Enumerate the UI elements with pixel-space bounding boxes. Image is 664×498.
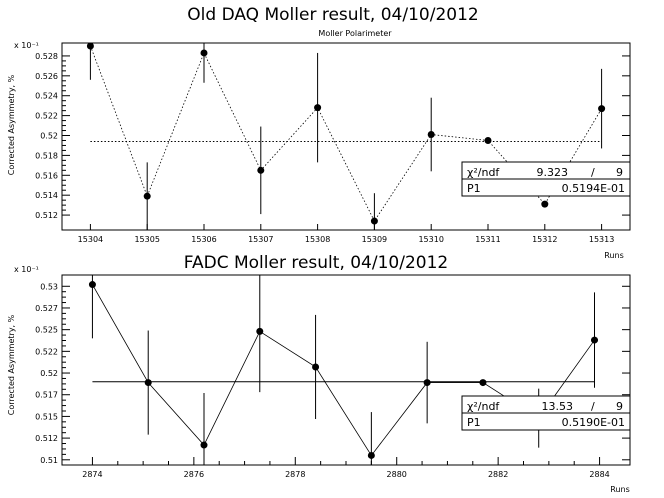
p1-data-point [484,136,492,144]
panel2-p1-value: 0.5190E-01 [562,416,625,429]
panel2-stats-box: χ²/ndf 13.53 / 9 P1 0.5190E-01 [461,395,631,431]
p1-data-point [541,200,549,208]
panel1-y-multiplier: x 10⁻¹ [14,41,39,50]
panel1-chi2-slash: / [591,166,595,179]
panel1-chi2-value: 9.323 [537,166,569,179]
panel2-chi2-value: 13.53 [542,400,574,413]
panel-old-daq: Old DAQ Moller result, 04/10/2012 Moller… [7,5,631,260]
panel2-frame [61,274,631,466]
p2-data-point [367,451,375,459]
panel1-x-label: Runs [604,251,624,260]
panel2-chi2-label: χ²/ndf [467,400,500,413]
panel1-stats-box: χ²/ndf 9.323 / 9 P1 0.5194E-01 [461,161,631,197]
p2-y-tick-label: 0.53 [40,282,58,291]
p2-x-tick-label: 2880 [387,470,407,479]
p1-x-tick-label: 15311 [475,235,500,244]
panel2-x-label: Runs [610,485,630,494]
p1-x-tick-label: 15310 [418,235,443,244]
p1-x-tick-label: 15308 [305,235,330,244]
panel2-p1-label: P1 [467,416,481,429]
p2-x-tick-label: 2876 [184,470,204,479]
p2-data-point [88,281,96,289]
p1-data-point [86,42,94,50]
panel2-ndf-value: 9 [616,400,623,413]
panel1-subtitle: Moller Polarimeter [318,29,392,38]
panel2-y-multiplier: x 10⁻¹ [14,265,39,274]
p2-data-point [591,336,598,344]
panel1-p1-label: P1 [467,182,481,195]
panel2-y-label: Corrected Asymmetry, % [7,314,16,415]
p2-y-tick-label: 0.515 [35,412,58,421]
panel1-y-label: Corrected Asymmetry, % [7,74,16,175]
panel1-ndf-value: 9 [616,166,623,179]
p2-y-tick-label: 0.525 [35,326,58,335]
p2-y-tick-label: 0.52 [40,369,58,378]
p1-data-point [427,131,435,139]
panel2-title: FADC Moller result, 04/10/2012 [184,253,448,273]
p1-y-tick-label: 0.522 [35,112,58,121]
panel1-title: Old DAQ Moller result, 04/10/2012 [187,5,478,25]
p1-data-point [598,105,606,113]
p2-data-point [312,363,320,371]
p1-x-tick-label: 15307 [248,235,273,244]
p1-y-tick-label: 0.512 [35,211,58,220]
p1-y-tick-label: 0.516 [35,171,58,180]
p1-data-point [370,217,378,225]
p1-y-tick-label: 0.524 [35,92,58,101]
p2-y-tick-label: 0.522 [35,347,58,356]
p1-x-tick-label: 15305 [134,235,159,244]
p1-data-point [143,192,151,200]
panel-fadc: FADC Moller result, 04/10/2012 x 10⁻¹ Ru… [7,253,631,494]
p1-y-tick-label: 0.528 [35,52,58,61]
p1-y-tick-label: 0.514 [35,191,58,200]
panel1-chi2-label: χ²/ndf [467,166,500,179]
p1-x-tick-label: 15312 [532,235,557,244]
p2-y-tick-label: 0.527 [35,304,58,313]
p2-data-point [144,379,152,387]
p2-x-tick-label: 2882 [488,470,508,479]
p2-y-tick-label: 0.517 [35,391,58,400]
p2-data-point [200,441,208,449]
p2-y-tick-label: 0.51 [40,456,58,465]
p1-x-tick-label: 15313 [589,235,614,244]
panel1-p1-value: 0.5194E-01 [562,182,625,195]
panel1-frame [61,42,631,231]
p1-x-tick-label: 15306 [191,235,216,244]
p2-x-tick-label: 2884 [589,470,609,479]
p1-x-tick-label: 15304 [78,235,103,244]
p2-y-tick-label: 0.512 [35,434,58,443]
p1-data-point [314,104,322,112]
p2-x-tick-label: 2874 [82,470,102,479]
p1-y-tick-label: 0.526 [35,72,58,81]
p2-data-point [479,379,487,387]
p1-y-tick-label: 0.518 [35,151,58,160]
p2-data-point [423,379,431,387]
p2-data-point [256,327,264,335]
p1-data-point [257,166,265,174]
p1-x-tick-label: 15309 [362,235,387,244]
p2-x-tick-label: 2878 [285,470,305,479]
panel2-chi2-slash: / [591,400,595,413]
p1-y-tick-label: 0.52 [40,132,58,141]
p1-data-point [200,49,208,57]
